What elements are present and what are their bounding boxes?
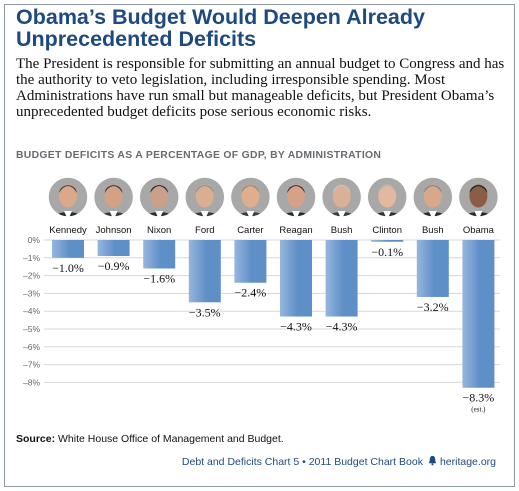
portrait-nixon bbox=[138, 176, 180, 218]
bar bbox=[234, 240, 267, 283]
bar-chart: 0% –1% –2% –3% –4% –5% –6% –7% –8% Kennedy Johnso… bbox=[23, 176, 500, 414]
category-label: Obama bbox=[463, 225, 495, 236]
bar bbox=[416, 240, 449, 297]
y-tick-label: –8% bbox=[23, 377, 40, 387]
y-tick-label: –4% bbox=[23, 306, 40, 316]
page-title: Obama’s Budget Would Deepen Already Unpr… bbox=[16, 5, 425, 51]
y-tick-label: –5% bbox=[23, 324, 40, 334]
data-label: −4.3% bbox=[326, 320, 358, 334]
data-label: −0.1% bbox=[371, 245, 403, 259]
y-tick-label: –6% bbox=[23, 342, 40, 352]
intro-text: The President is responsible for submitt… bbox=[16, 56, 505, 120]
chart-title: BUDGET DEFICITS AS A PERCENTAGE OF GDP, … bbox=[16, 150, 382, 161]
category-label: Clinton bbox=[372, 225, 402, 236]
data-label: −3.2% bbox=[417, 300, 449, 314]
bar bbox=[325, 240, 358, 317]
data-label: −8.3% bbox=[463, 391, 495, 405]
bar bbox=[188, 240, 221, 303]
liberty-bell-icon bbox=[428, 455, 437, 466]
bar bbox=[97, 240, 130, 257]
portrait-bush bbox=[412, 176, 454, 218]
data-label: −1.6% bbox=[143, 271, 175, 285]
credit-text: Debt and Deficits Chart 5 • 2011 Budget … bbox=[181, 456, 423, 468]
portrait-obama bbox=[457, 176, 500, 218]
bar bbox=[280, 240, 312, 317]
category-label: Ford bbox=[195, 225, 215, 236]
portrait-bush bbox=[320, 176, 363, 218]
category-label: Johnson bbox=[96, 225, 132, 236]
category-label: Carter bbox=[237, 225, 263, 236]
source-label: Source: bbox=[16, 433, 56, 445]
y-tick-label: –3% bbox=[23, 288, 40, 298]
bar bbox=[52, 240, 84, 258]
portrait-reagan bbox=[275, 176, 317, 218]
y-tick-label: –2% bbox=[23, 271, 40, 281]
y-tick-label: –1% bbox=[23, 253, 40, 263]
brand-link[interactable]: heritage.org bbox=[439, 456, 496, 468]
portrait-kennedy bbox=[47, 176, 89, 218]
category-label: Kennedy bbox=[49, 225, 87, 236]
data-label: −4.3% bbox=[280, 320, 312, 334]
bar bbox=[143, 240, 176, 269]
data-label: −1.0% bbox=[52, 261, 84, 275]
portrait-carter bbox=[229, 176, 272, 218]
portrait-johnson bbox=[92, 176, 135, 218]
category-label: Nixon bbox=[147, 225, 171, 236]
portrait-ford bbox=[184, 176, 226, 218]
data-label: −2.4% bbox=[235, 286, 267, 300]
category-label: Bush bbox=[331, 225, 353, 236]
bar bbox=[371, 240, 404, 242]
data-label: −3.5% bbox=[189, 305, 221, 319]
y-tick-label: 0% bbox=[28, 235, 41, 245]
footer-credit: Debt and Deficits Chart 5 • 2011 Budget … bbox=[0, 455, 496, 468]
portrait-clinton bbox=[366, 176, 408, 218]
source-note: Source: White House Office of Management… bbox=[16, 433, 506, 445]
bar bbox=[462, 240, 495, 388]
data-label: −0.9% bbox=[98, 259, 130, 273]
source-text: White House Office of Management and Bud… bbox=[55, 433, 284, 445]
category-label: Bush bbox=[422, 225, 444, 236]
y-tick-label: –7% bbox=[23, 360, 40, 370]
annotation-label: (est.) bbox=[471, 406, 486, 414]
category-label: Reagan bbox=[279, 225, 312, 236]
